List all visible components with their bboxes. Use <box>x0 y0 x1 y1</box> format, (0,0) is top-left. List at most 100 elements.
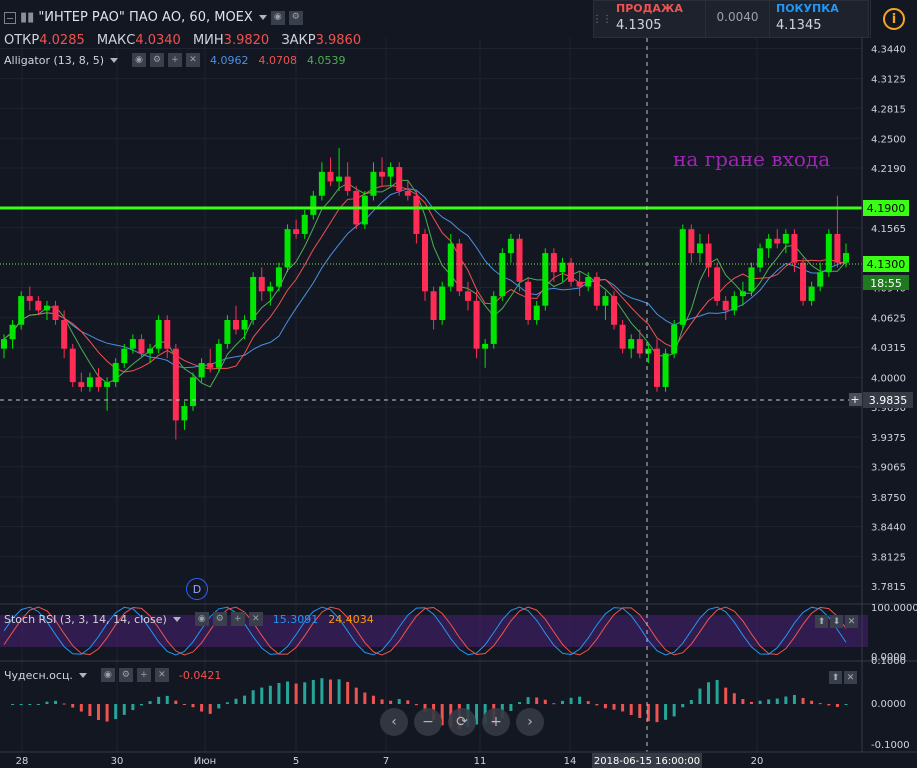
chevron-down-icon[interactable] <box>78 672 87 678</box>
time-axis-label: 11 <box>474 756 487 767</box>
reset-chart-button[interactable]: ⟳ <box>448 708 476 736</box>
sell-button[interactable]: ПРОДАЖА 4.1305 <box>610 1 706 37</box>
stoch-d-value: 24.4034 <box>328 612 374 626</box>
candle-body <box>147 348 154 354</box>
scroll-right-button[interactable]: › <box>516 708 544 736</box>
oscillator-scale-label: 0.0000 <box>871 652 906 663</box>
stoch-k-value: 15.3091 <box>272 612 319 626</box>
candle-body <box>688 229 695 254</box>
candle-body <box>275 267 282 287</box>
candle-body <box>413 195 420 234</box>
alligator-legend[interactable]: Alligator (13, 8, 5) ◉ ⚙ + ✕ 4.0962 4.07… <box>4 53 346 67</box>
close-icon[interactable]: ✕ <box>845 615 858 628</box>
candle-body <box>9 324 16 340</box>
candle-body <box>422 233 428 292</box>
chevron-down-icon[interactable] <box>172 616 181 622</box>
candle-body <box>439 286 446 320</box>
eye-icon[interactable]: ◉ <box>270 10 285 25</box>
zoom-out-button[interactable]: − <box>414 708 442 736</box>
sell-label: ПРОДАЖА <box>616 2 683 15</box>
stoch-pane-controls[interactable]: ⬆ ⬇ ✕ <box>815 615 858 628</box>
ohlc-high-value: 4.0340 <box>135 33 181 48</box>
add-icon[interactable]: + <box>136 668 151 682</box>
candle-body <box>250 276 257 320</box>
settings-icon[interactable]: ⚙ <box>150 53 165 67</box>
symbol-title[interactable]: "ИНТЕР РАО" ПАО АО, 60, MOEX <box>38 10 253 25</box>
candle-body <box>473 300 480 349</box>
ao-bar <box>689 700 693 704</box>
ao-bar <box>79 704 83 712</box>
close-icon[interactable]: ✕ <box>186 53 201 67</box>
ao-bar <box>646 704 650 722</box>
ao-bar <box>578 696 582 704</box>
close-icon[interactable]: ✕ <box>248 612 263 626</box>
candle-body <box>696 243 703 254</box>
eye-icon[interactable]: ◉ <box>100 668 115 682</box>
candle-body <box>808 286 815 301</box>
add-icon[interactable]: + <box>168 53 183 67</box>
crosshair-time-badge: 2018-06-15 16:00:00 <box>592 753 702 768</box>
scroll-left-button[interactable]: ‹ <box>380 708 408 736</box>
chevron-down-icon[interactable] <box>258 15 267 20</box>
ao-bar <box>286 681 290 704</box>
stoch-rsi-name[interactable]: Stoch RSI (3, 3, 14, 14, close) <box>4 612 167 626</box>
zoom-in-button[interactable]: + <box>482 708 510 736</box>
ao-bar <box>311 679 315 704</box>
candle-body <box>387 167 394 177</box>
stoch-rsi-legend[interactable]: Stoch RSI (3, 3, 14, 14, close) ◉ ⚙ + ✕ … <box>4 612 374 626</box>
price-scale-label: 4.0315 <box>871 343 906 354</box>
close-icon[interactable]: ✕ <box>154 668 169 682</box>
dividend-marker[interactable]: D <box>186 578 208 600</box>
buy-button[interactable]: ПОКУПКА 4.1345 <box>770 1 868 37</box>
move-down-icon[interactable]: ⬇ <box>830 615 843 628</box>
symbol-header[interactable]: ▮▮ "ИНТЕР РАО" ПАО АО, 60, MOEX ◉ ⚙ <box>4 10 303 25</box>
candle-body <box>456 243 463 292</box>
ao-bar <box>337 679 341 704</box>
candle-body <box>267 286 274 292</box>
candle-body <box>379 171 386 177</box>
ao-bar <box>715 680 719 704</box>
awesome-oscillator-legend[interactable]: Чудесн.осц. ◉ ⚙ + ✕ -0.0421 <box>4 668 221 682</box>
buy-label: ПОКУПКА <box>776 2 839 15</box>
candle-body <box>215 343 222 368</box>
chevron-down-icon[interactable] <box>110 57 119 63</box>
stoch-rsi-lines <box>3 606 847 656</box>
plus-icon: + <box>850 393 859 406</box>
timer-badge: 18:55 <box>863 275 909 290</box>
collapse-icon[interactable] <box>4 11 16 24</box>
ao-bar <box>526 697 530 704</box>
settings-icon[interactable]: ⚙ <box>212 612 227 626</box>
price-scale-label: 3.9690 <box>871 403 906 414</box>
move-up-icon[interactable]: ⬆ <box>815 615 828 628</box>
chart-annotation[interactable]: на гране входа <box>673 147 831 171</box>
drag-handle-icon[interactable]: ⋮⋮ <box>592 13 612 25</box>
eye-icon[interactable]: ◉ <box>194 612 209 626</box>
awesome-oscillator-name[interactable]: Чудесн.осц. <box>4 668 73 682</box>
candle-body <box>636 339 643 354</box>
ao-bar <box>741 699 745 704</box>
ao-bar <box>397 699 401 704</box>
ao-bar <box>621 704 625 712</box>
candle-body <box>843 253 849 263</box>
ao-bar <box>732 693 736 704</box>
move-up-icon[interactable]: ⬆ <box>829 671 842 684</box>
add-icon[interactable]: + <box>230 612 245 626</box>
alligator-name[interactable]: Alligator (13, 8, 5) <box>4 53 105 67</box>
ao-pane-controls[interactable]: ⬆ ✕ <box>829 671 857 684</box>
candle-body <box>662 353 669 387</box>
close-icon[interactable]: ✕ <box>844 671 857 684</box>
candle-body <box>593 276 600 306</box>
ao-bar <box>672 704 676 717</box>
ao-bar <box>114 704 118 720</box>
info-button[interactable]: i <box>870 0 917 38</box>
candle-body <box>774 238 781 244</box>
candle-body <box>568 262 575 282</box>
eye-icon[interactable]: ◉ <box>132 53 147 67</box>
settings-icon[interactable]: ⚙ <box>118 668 133 682</box>
oscillator-scale-label: -0.1000 <box>871 740 910 751</box>
ao-bar <box>28 704 32 705</box>
settings-icon[interactable]: ⚙ <box>288 10 303 25</box>
